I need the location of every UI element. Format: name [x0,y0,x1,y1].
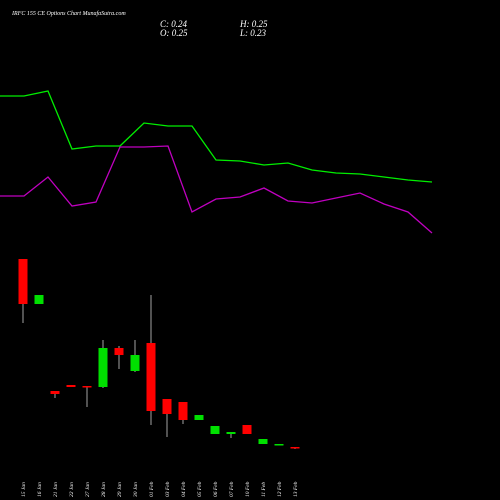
x-tick-label: 22 Jan [69,482,75,497]
candle-body [146,343,156,411]
high-info: H: 0.25 [239,19,268,29]
x-tick-label: 13 Feb [293,481,299,497]
x-tick-label: 01 Feb [149,481,155,497]
chart-title: IRFC 155 CE Options Chart MunafaSutra.co… [11,10,126,17]
candle-body [66,385,76,387]
candle-body [162,399,172,414]
x-tick-label: 05 Feb [197,481,203,497]
x-tick-label: 04 Feb [180,481,187,497]
line-series [0,90,433,183]
candle-body [18,259,28,304]
candle-body [226,432,236,434]
x-tick-label: 29 Jan [117,482,123,497]
x-tick-label: 28 Jan [101,482,107,497]
x-tick-label: 21 Jan [53,482,59,497]
candle-body [290,447,300,449]
candle-body [98,348,108,387]
line-series [0,145,433,234]
candle-body [210,426,220,434]
x-tick-label: 12 Feb [277,481,283,497]
candle-body [114,348,124,355]
close-info: C: 0.24 [160,19,188,29]
x-tick-label: 11 Feb [261,482,267,497]
x-tick-label: 10 Feb [245,481,251,497]
x-tick-label: 30 Jan [133,482,139,498]
candle-body [274,444,284,446]
x-tick-label: 16 Jan [37,482,43,497]
open-info: O: 0.25 [160,28,188,38]
candle-body [82,386,92,388]
x-tick-label: 03 Feb [165,481,171,497]
candle-body [130,355,140,371]
candle-body [258,439,268,444]
candle-body [50,391,60,394]
candle-body [194,415,204,420]
candle-body [242,425,252,434]
low-info: L: 0.23 [239,28,267,38]
x-tick-label: 06 Feb [213,481,219,497]
x-tick-label: 15 Jan [21,482,27,497]
candle-body [34,295,44,304]
x-tick-label: 27 Jan [85,482,91,497]
candle-body [178,402,188,420]
x-tick-label: 07 Feb [229,481,235,497]
